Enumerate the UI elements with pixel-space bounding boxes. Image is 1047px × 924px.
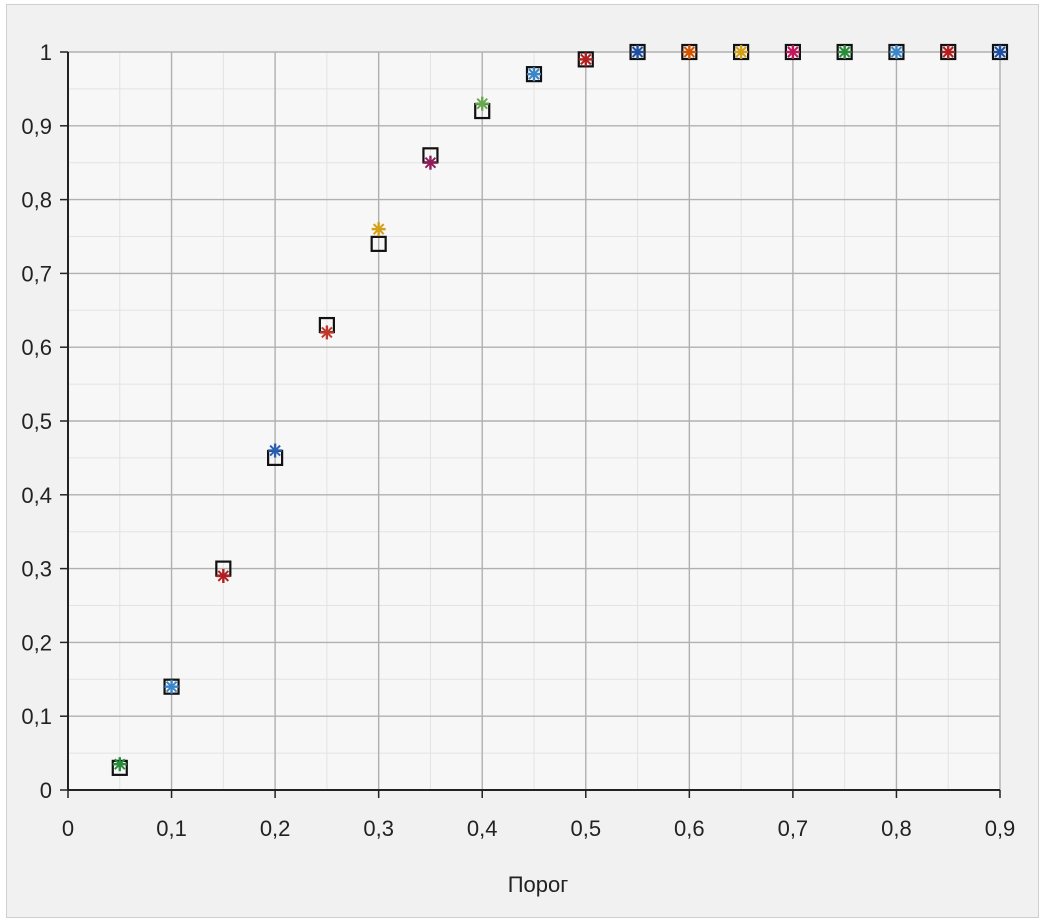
- data-points: [111, 43, 1009, 776]
- x-tick-label: 0,8: [881, 816, 912, 841]
- y-tick-label: 0,3: [21, 557, 52, 582]
- data-point-star: [527, 67, 541, 82]
- axes: [60, 51, 1001, 798]
- y-tick-label: 0,7: [21, 261, 52, 286]
- data-point-star: [578, 52, 593, 67]
- y-tick-label: 0,5: [21, 409, 52, 434]
- data-point-star: [682, 45, 697, 59]
- x-tick-label: 0,6: [674, 816, 705, 841]
- data-point-star: [837, 45, 852, 59]
- x-tick-label: 0,3: [363, 816, 394, 841]
- data-point-star: [371, 222, 386, 237]
- x-tick-labels: 0 0,1 0,2 0,3 0,4 0,5 0,6 0,7 0,8 0,9: [62, 816, 1015, 841]
- data-point-star: [889, 45, 904, 59]
- y-tick-labels: 0 0,1 0,2 0,3 0,4 0,5 0,6 0,7 0,8 0,9 1: [21, 40, 52, 803]
- data-point-star: [993, 45, 1007, 59]
- y-tick-label: 0,1: [21, 704, 52, 729]
- data-point-star: [941, 45, 956, 59]
- y-tick-label: 0: [40, 778, 52, 803]
- y-tick-label: 0,8: [21, 188, 52, 213]
- grid: [67, 51, 1001, 791]
- data-point-star: [112, 757, 127, 772]
- y-tick-label: 0,9: [21, 114, 52, 139]
- data-point-star: [785, 45, 800, 59]
- data-point-star: [475, 96, 490, 111]
- x-tick-label: 0: [62, 816, 74, 841]
- x-tick-label: 0,2: [260, 816, 291, 841]
- y-tick-label: 1: [40, 40, 52, 65]
- data-point-star: [268, 443, 283, 458]
- data-point-star: [423, 155, 438, 170]
- data-point-square: [370, 235, 387, 252]
- x-tick-label: 0,5: [570, 816, 601, 841]
- data-point-star: [734, 45, 749, 59]
- x-tick-label: 0,9: [985, 816, 1016, 841]
- y-tick-label: 0,6: [21, 335, 52, 360]
- x-tick-label: 0,4: [467, 816, 498, 841]
- x-tick-label: 0,1: [156, 816, 187, 841]
- x-tick-label: 0,7: [778, 816, 809, 841]
- data-point-star: [319, 325, 334, 340]
- y-tick-label: 0,4: [21, 483, 52, 508]
- x-axis-label: Порог: [508, 872, 569, 897]
- y-tick-label: 0,2: [21, 630, 52, 655]
- data-point-star: [216, 568, 231, 583]
- data-point-star: [164, 679, 179, 694]
- data-point-star: [630, 45, 645, 59]
